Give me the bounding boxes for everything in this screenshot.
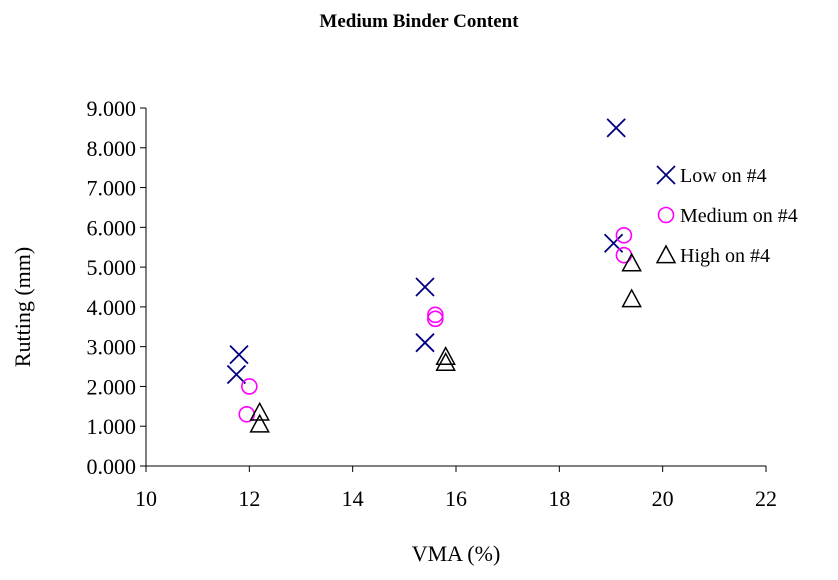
y-tick-label: 6.000 (87, 215, 137, 240)
data-point (226, 364, 247, 385)
y-tick-label: 1.000 (87, 414, 137, 439)
data-point (435, 352, 456, 371)
axes: 10 12 14 16 18 20 22 0.000 1.000 2.000 3.000 4.000 5… (87, 96, 778, 511)
x-tick-label: 20 (652, 486, 674, 511)
legend-label: Low on #4 (680, 165, 767, 187)
legend-marker (657, 206, 675, 224)
data-point (621, 252, 642, 272)
data-point (427, 310, 444, 328)
data-point (241, 378, 258, 395)
x-tick-label: 12 (238, 486, 260, 511)
x-axis-label: VMA (%) (412, 541, 501, 566)
data-point (249, 413, 270, 433)
legend-marker (655, 244, 677, 264)
y-axis-label: Rutting (mm) (10, 247, 35, 367)
legend-label: High on #4 (680, 245, 770, 267)
data-point (229, 344, 249, 365)
data-point (615, 246, 633, 264)
data-point (621, 288, 642, 308)
chart-title: Medium Binder Content (319, 11, 519, 32)
data-point (415, 277, 435, 297)
data-point (427, 306, 444, 324)
y-tick-label: 0.000 (87, 454, 137, 479)
legend: Low on #4 Medium on #4 High on #4 (655, 165, 798, 267)
data-point (606, 118, 626, 138)
data-point (615, 226, 633, 244)
y-tick-label: 9.000 (87, 96, 137, 121)
y-tick-label: 7.000 (87, 176, 137, 201)
legend-label: Medium on #4 (680, 205, 798, 227)
y-tick-label: 2.000 (87, 374, 137, 399)
x-tick-label: 10 (135, 486, 157, 511)
x-tick-label: 16 (445, 486, 467, 511)
data-point (435, 346, 456, 366)
x-tick-label: 14 (342, 486, 364, 511)
y-tick-label: 4.000 (87, 295, 137, 320)
data-point (415, 333, 435, 353)
x-tick-label: 22 (755, 486, 777, 511)
data-point (249, 401, 270, 421)
x-tick-label: 18 (548, 486, 570, 511)
y-tick-label: 3.000 (87, 335, 137, 360)
y-tick-label: 5.000 (87, 255, 137, 280)
legend-marker (656, 165, 676, 185)
y-tick-label: 8.000 (87, 136, 137, 161)
data-marks (226, 118, 642, 433)
